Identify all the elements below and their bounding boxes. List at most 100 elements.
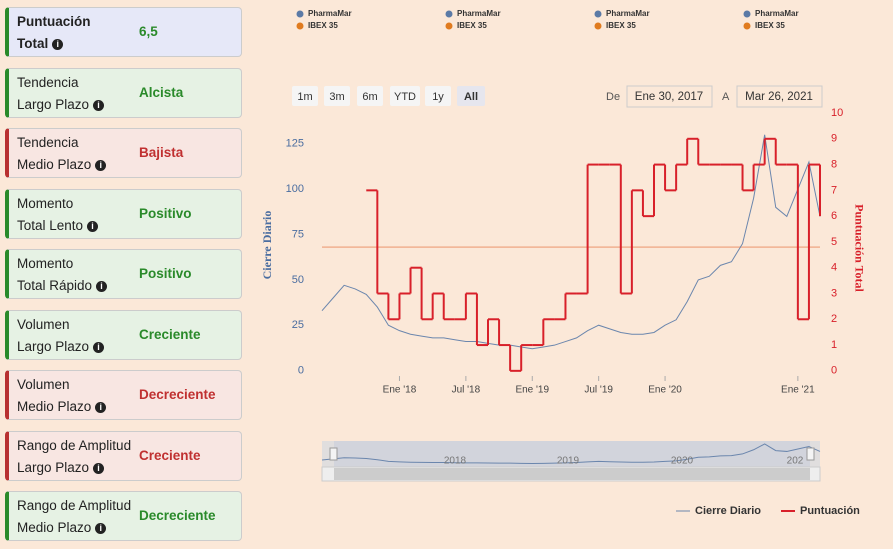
x-tick-label: Jul '19	[584, 385, 613, 396]
range-button[interactable]	[390, 86, 420, 106]
legend-label: Cierre Diario	[695, 505, 761, 517]
y-tick-label: 100	[286, 183, 304, 195]
x-tick-label: Ene '21	[781, 385, 815, 396]
card-value: Decreciente	[139, 508, 216, 523]
card-label-line: Medio Plazo	[17, 520, 92, 535]
card-value: Creciente	[139, 447, 201, 463]
y2-tick-label: 0	[831, 365, 837, 377]
card-label-line: Total	[17, 36, 49, 51]
date-to-label: A	[722, 91, 730, 103]
legend-label: IBEX 35	[606, 21, 636, 30]
card-label-line: Momento	[17, 256, 74, 271]
card-label-line: Volumen	[17, 377, 70, 392]
y2-tick-label: 5	[831, 236, 837, 248]
range-button-label: All	[464, 91, 478, 103]
card-label: Momento Total Lento i	[17, 193, 99, 237]
indicator-card: Tendencia Largo Plazo i Alcista	[5, 67, 242, 118]
card-value: Decreciente	[139, 387, 216, 402]
range-button-label: 6m	[362, 91, 377, 103]
legend-label: PharmaMar	[755, 9, 799, 18]
card-label-line: Tendencia	[17, 135, 79, 150]
card-label-line: Total Rápido	[17, 278, 93, 293]
indicator-card: Momento Total Lento i Positivo	[5, 188, 242, 239]
navigator-line	[321, 443, 821, 465]
y2-tick-label: 1	[831, 339, 837, 351]
card-label-line: Tendencia	[17, 74, 79, 90]
info-icon: i	[95, 402, 107, 413]
price-line	[321, 134, 821, 350]
info-icon: i	[52, 39, 64, 50]
x-tick-label: Ene '20	[648, 385, 682, 396]
card-label: Rango de Amplitud Largo Plazo i	[17, 435, 131, 479]
card-label: Momento Total Rápido i	[17, 253, 108, 297]
card-value: Bajista	[139, 145, 184, 160]
info-icon: i	[95, 523, 107, 534]
y-tick-label: 125	[286, 138, 304, 150]
card-value: Positivo	[139, 266, 192, 281]
navigator-label: 2020	[671, 456, 694, 467]
y2-axis-title: Puntuación Total	[852, 204, 866, 292]
indicator-card: Momento Total Rápido i Positivo	[5, 249, 242, 299]
card-label: Rango de Amplitud Medio Plazo i	[17, 495, 131, 539]
legend-label: IBEX 35	[457, 21, 487, 30]
legend-dot	[296, 10, 304, 18]
date-from-label: De	[606, 91, 620, 103]
card-label-line: Puntuación	[17, 14, 91, 29]
legend-dot	[743, 10, 751, 18]
y-tick-label: 25	[292, 319, 304, 331]
indicator-card: Rango de Amplitud Medio Plazo i Decreciente	[5, 491, 242, 541]
scrollbar-thumb[interactable]	[334, 468, 810, 480]
y2-tick-label: 9	[831, 133, 837, 145]
card-label-line: Rango de Amplitud	[17, 437, 132, 453]
date-from: Ene 30, 2017	[635, 91, 703, 103]
card-value: Positivo	[139, 205, 192, 221]
legend-dot	[445, 10, 453, 18]
legend-label: IBEX 35	[308, 21, 338, 30]
card-label-line: Total Lento	[17, 217, 84, 233]
card-label-line: Largo Plazo	[17, 459, 90, 475]
x-tick-label: Ene '19	[515, 385, 549, 396]
card-value: Creciente	[139, 326, 201, 342]
card-label: Volumen Medio Plazo i	[17, 374, 107, 418]
range-button[interactable]	[425, 86, 451, 106]
card-value: 6,5	[139, 24, 158, 39]
legend-label: PharmaMar	[457, 9, 501, 18]
legend-label: IBEX 35	[755, 21, 785, 30]
legend-dot	[445, 22, 453, 30]
legend-dot	[594, 10, 602, 18]
range-button[interactable]	[457, 86, 485, 106]
navigator-label: 2019	[557, 456, 580, 467]
y2-tick-label: 7	[831, 184, 837, 196]
y2-tick-label: 3	[831, 287, 837, 299]
y2-tick-label: 10	[831, 107, 843, 119]
legend-label: Puntuación	[800, 505, 860, 517]
navigator-label: 202	[787, 456, 804, 467]
card-label-line: Momento	[17, 195, 74, 211]
x-tick-label: Ene '18	[383, 385, 417, 396]
y2-tick-label: 6	[831, 210, 837, 222]
navigator-handle[interactable]	[806, 447, 815, 461]
y2-tick-label: 4	[831, 262, 837, 274]
date-input[interactable]	[626, 85, 713, 108]
card-label-line: Medio Plazo	[17, 399, 92, 414]
range-button[interactable]	[292, 86, 318, 106]
card-value: Alcista	[139, 84, 184, 100]
date-input[interactable]	[736, 85, 823, 108]
range-button-label: 3m	[329, 91, 344, 103]
x-tick-label: Jul '18	[452, 385, 481, 396]
indicator-card: Volumen Medio Plazo i Decreciente	[5, 370, 242, 420]
range-button[interactable]	[357, 86, 383, 106]
indicator-card: Tendencia Medio Plazo i Bajista	[5, 128, 242, 178]
card-label-line: Medio Plazo	[17, 157, 92, 172]
card-label: Puntuación Total i	[17, 11, 91, 55]
date-to: Mar 26, 2021	[745, 91, 813, 103]
navigator-handle[interactable]	[329, 447, 338, 461]
legend-label: PharmaMar	[308, 9, 352, 18]
y2-tick-label: 2	[831, 313, 837, 325]
range-button[interactable]	[324, 86, 350, 106]
indicator-card: Volumen Largo Plazo i Creciente	[5, 309, 242, 360]
info-icon: i	[95, 160, 107, 171]
indicator-card: Rango de Amplitud Largo Plazo i Creciente	[5, 430, 242, 481]
navigator-label: 2018	[444, 456, 467, 467]
